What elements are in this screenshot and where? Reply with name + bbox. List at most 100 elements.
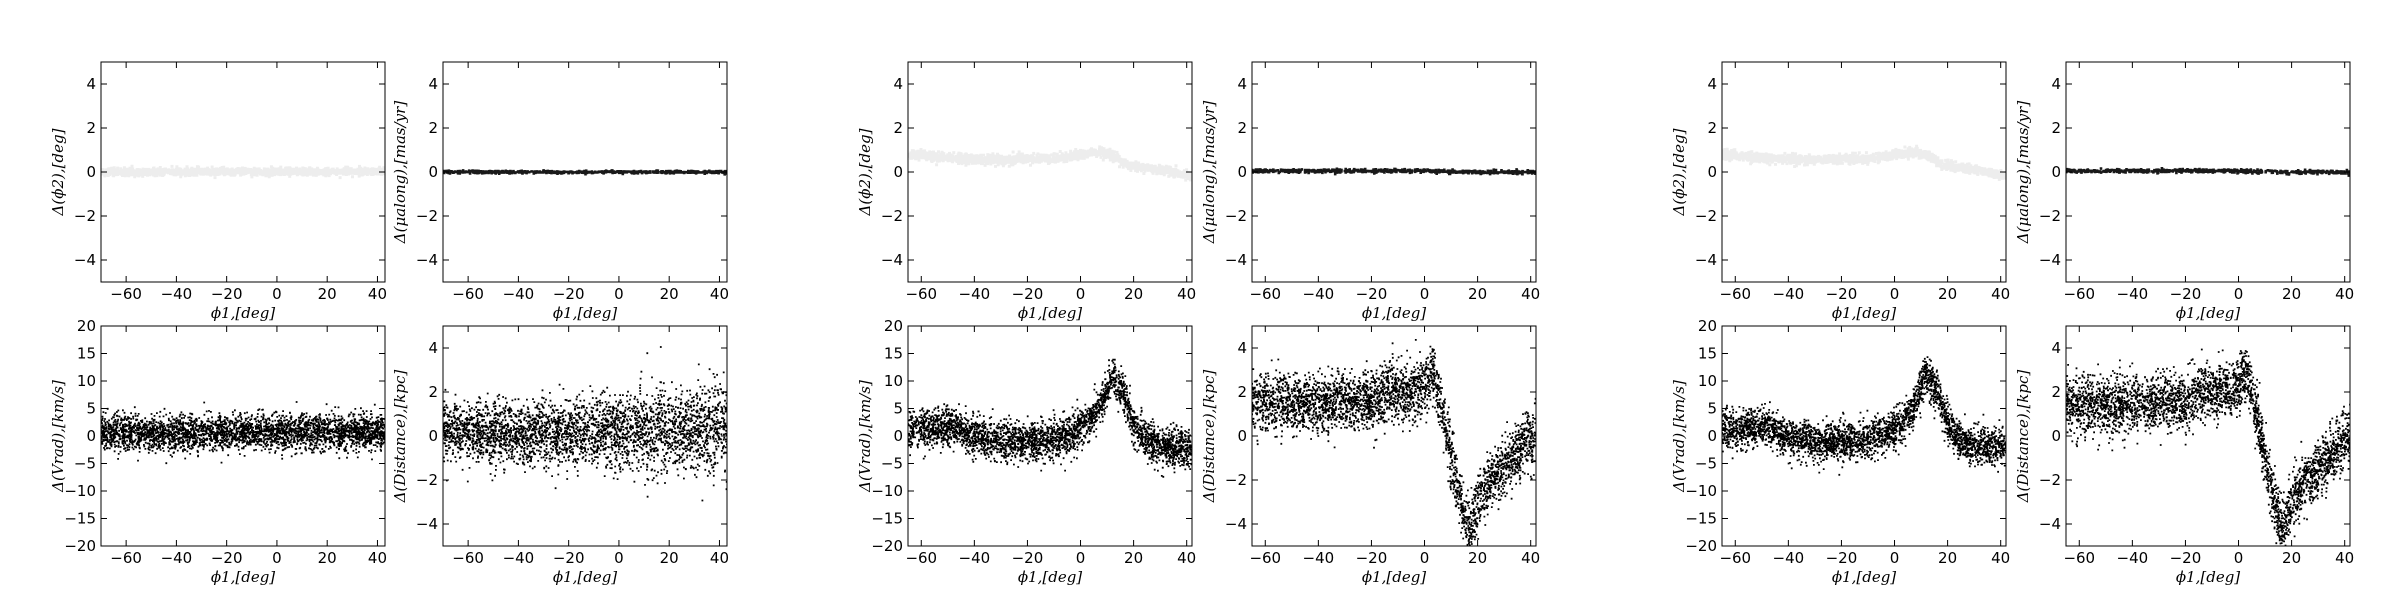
y-tick-label: 2 bbox=[2051, 383, 2061, 401]
y-axis-label: Δ(ϕ2),[deg] bbox=[856, 128, 874, 216]
x-tick-label: 40 bbox=[1991, 549, 2010, 567]
y-tick-label: −4 bbox=[74, 251, 96, 269]
x-tick-label: 0 bbox=[272, 549, 282, 567]
y-tick-label: −4 bbox=[1695, 251, 1717, 269]
panel-3-4: −60 −40 −20 0 20 40−4−2024ϕ1,[deg]Δ(Distance)… bbox=[2014, 325, 2354, 586]
x-tick-label: 20 bbox=[1124, 549, 1143, 567]
y-tick-label: −20 bbox=[64, 537, 96, 555]
x-tick-label: 40 bbox=[368, 549, 387, 567]
y-axis-label: Δ(ϕ2),[deg] bbox=[1670, 128, 1688, 216]
x-tick-label: −60 bbox=[1719, 549, 1751, 567]
y-tick-label: −2 bbox=[1225, 207, 1247, 225]
x-tick-label: −20 bbox=[553, 549, 585, 567]
x-tick-label: 0 bbox=[1076, 285, 1086, 303]
y-tick-label: −20 bbox=[1685, 537, 1717, 555]
x-tick-label: 20 bbox=[660, 285, 679, 303]
x-tick-label: 20 bbox=[660, 549, 679, 567]
y-tick-label: −4 bbox=[2039, 515, 2061, 533]
scatter-points bbox=[443, 169, 727, 176]
y-tick-label: −2 bbox=[1695, 207, 1717, 225]
x-tick-label: −20 bbox=[1356, 549, 1388, 567]
y-tick-label: −5 bbox=[881, 455, 903, 473]
y-tick-label: 0 bbox=[86, 163, 96, 181]
scatter-points bbox=[101, 164, 385, 180]
x-tick-label: −60 bbox=[1249, 549, 1281, 567]
x-axis-label: ϕ1,[deg] bbox=[2176, 304, 2240, 322]
x-tick-label: 40 bbox=[1521, 285, 1540, 303]
x-axis-label: ϕ1,[deg] bbox=[211, 304, 275, 322]
panel-3-2: −60 −40 −20 0 20 40−4−2024ϕ1,[deg]Δ(μalong),[… bbox=[2014, 61, 2354, 322]
x-tick-label: −20 bbox=[1012, 549, 1044, 567]
x-tick-label: −20 bbox=[2170, 285, 2202, 303]
x-tick-label: −60 bbox=[1719, 285, 1751, 303]
x-tick-label: −20 bbox=[1826, 549, 1858, 567]
y-tick-label: 15 bbox=[1698, 345, 1717, 363]
y-tick-label: −2 bbox=[881, 207, 903, 225]
y-tick-label: 5 bbox=[86, 400, 96, 418]
y-tick-label: 0 bbox=[428, 163, 438, 181]
scatter-points bbox=[2066, 167, 2350, 177]
y-tick-label: 2 bbox=[1707, 119, 1717, 137]
y-tick-label: 4 bbox=[428, 339, 438, 357]
x-tick-label: 0 bbox=[2234, 285, 2244, 303]
x-tick-label: 20 bbox=[318, 285, 337, 303]
y-tick-label: −5 bbox=[74, 455, 96, 473]
x-tick-label: −20 bbox=[1356, 285, 1388, 303]
x-tick-label: 20 bbox=[2282, 285, 2301, 303]
y-tick-label: 4 bbox=[428, 75, 438, 93]
y-tick-label: 15 bbox=[77, 345, 96, 363]
y-tick-label: 2 bbox=[2051, 119, 2061, 137]
x-tick-label: 20 bbox=[318, 549, 337, 567]
y-tick-label: 4 bbox=[2051, 75, 2061, 93]
x-tick-label: −20 bbox=[1012, 285, 1044, 303]
y-tick-label: −2 bbox=[1225, 471, 1247, 489]
y-axis-label: Δ(Distance),[kpc] bbox=[1200, 370, 1218, 504]
y-tick-label: −10 bbox=[64, 482, 96, 500]
scatter-points bbox=[2066, 348, 2350, 546]
x-tick-label: −20 bbox=[2170, 549, 2202, 567]
x-tick-label: −40 bbox=[2117, 549, 2149, 567]
y-tick-label: 10 bbox=[77, 372, 96, 390]
x-tick-label: 0 bbox=[1890, 549, 1900, 567]
y-tick-label: −4 bbox=[1225, 251, 1247, 269]
y-tick-label: 4 bbox=[1707, 75, 1717, 93]
y-axis-label: Δ(μalong),[mas/yr] bbox=[2014, 101, 2032, 245]
y-tick-label: −15 bbox=[1685, 510, 1717, 528]
axes-frame bbox=[907, 61, 1193, 283]
scatter-points bbox=[1252, 167, 1536, 176]
scatter-points bbox=[443, 346, 727, 502]
x-tick-label: 40 bbox=[368, 285, 387, 303]
y-tick-label: 2 bbox=[428, 119, 438, 137]
x-tick-label: −60 bbox=[452, 285, 484, 303]
x-axis-label: ϕ1,[deg] bbox=[1832, 568, 1896, 586]
x-tick-label: 0 bbox=[1076, 549, 1086, 567]
x-tick-label: 40 bbox=[1177, 549, 1196, 567]
x-tick-label: 40 bbox=[1177, 285, 1196, 303]
panel-1-4: −60 −40 −20 0 20 40−4−2024ϕ1,[deg]Δ(Distance)… bbox=[391, 325, 729, 586]
y-axis-label: Δ(Vrad),[km/s] bbox=[49, 380, 67, 493]
x-tick-label: 40 bbox=[2335, 285, 2354, 303]
x-tick-label: −60 bbox=[110, 549, 142, 567]
x-tick-label: 0 bbox=[1890, 285, 1900, 303]
y-tick-label: −10 bbox=[871, 482, 903, 500]
y-tick-label: 20 bbox=[884, 317, 903, 335]
y-axis-label: Δ(Distance),[kpc] bbox=[2014, 370, 2032, 504]
y-tick-label: 2 bbox=[893, 119, 903, 137]
y-tick-label: −4 bbox=[416, 515, 438, 533]
y-tick-label: 15 bbox=[884, 345, 903, 363]
y-tick-label: −5 bbox=[1695, 455, 1717, 473]
x-axis-label: ϕ1,[deg] bbox=[1018, 304, 1082, 322]
y-tick-label: 0 bbox=[2051, 163, 2061, 181]
x-tick-label: 40 bbox=[710, 549, 729, 567]
y-axis-label: Δ(Distance),[kpc] bbox=[391, 370, 409, 504]
x-tick-label: −40 bbox=[161, 285, 193, 303]
y-tick-label: −2 bbox=[2039, 471, 2061, 489]
y-axis-label: Δ(μalong),[mas/yr] bbox=[1200, 101, 1218, 245]
y-tick-label: 4 bbox=[893, 75, 903, 93]
x-tick-label: −60 bbox=[452, 549, 484, 567]
y-tick-label: 0 bbox=[1237, 427, 1247, 445]
x-tick-label: 20 bbox=[1938, 285, 1957, 303]
